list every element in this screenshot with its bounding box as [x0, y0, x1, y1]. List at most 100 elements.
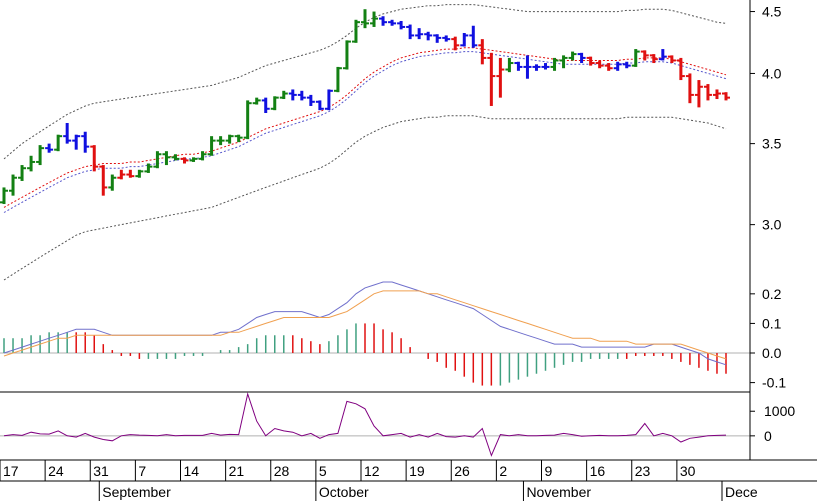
- day-tick-label: 7: [138, 463, 146, 479]
- macd-tick-label: 0.2: [762, 286, 782, 302]
- ohlc-bar: [189, 157, 198, 162]
- ohlc-bar: [63, 123, 72, 144]
- ohlc-bar: [252, 97, 261, 105]
- ohlc-bar: [261, 97, 270, 113]
- ohlc-bar: [613, 61, 622, 71]
- ohlc-bar: [153, 151, 162, 169]
- ohlc-bar: [433, 34, 442, 43]
- ohlc-bar: [685, 73, 694, 104]
- price-panel[interactable]: 3.0 3.5 4.0 4.5: [0, 4, 782, 281]
- ohlc-bar: [451, 36, 460, 51]
- macd-lines: [3, 281, 727, 366]
- ohlc-bar: [72, 134, 81, 150]
- ohlc-bar: [487, 52, 496, 106]
- ohlc-bar: [351, 19, 360, 43]
- ohlc-bar: [406, 24, 415, 40]
- lower-band-line: [3, 115, 727, 281]
- day-tick-label: 28: [274, 463, 290, 479]
- ohlc-bar: [180, 157, 189, 164]
- price-axis: 3.0 3.5 4.0 4.5: [750, 4, 782, 233]
- price-tick-label: 4.0: [762, 65, 782, 81]
- ohlc-bar: [117, 169, 126, 180]
- ohlc-bar: [604, 63, 613, 71]
- ohlc-bar: [631, 49, 640, 67]
- ohlc-bar: [541, 63, 550, 70]
- ohlc-bar: [81, 131, 90, 153]
- day-tick-label: 30: [680, 463, 696, 479]
- ohlc-bar: [216, 136, 225, 146]
- ohlc-bar: [9, 174, 18, 196]
- day-tick-label: 14: [184, 463, 200, 479]
- day-tick-label: 26: [454, 463, 470, 479]
- day-tick-label: 21: [229, 463, 245, 479]
- ohlc-bar: [379, 16, 388, 26]
- month-tick-label: October: [319, 484, 369, 500]
- ohlc-bar: [586, 56, 595, 66]
- ohlc-bars: [0, 9, 730, 205]
- ohlc-bar: [297, 90, 306, 101]
- ohlc-bar: [496, 57, 505, 98]
- ohlc-bar: [279, 90, 288, 100]
- price-tick-label: 3.0: [762, 217, 782, 233]
- ohlc-bar: [54, 134, 63, 152]
- day-tick-label: 31: [93, 463, 109, 479]
- ohlc-bar: [108, 174, 117, 191]
- volume-tick-label: 1000: [764, 403, 795, 419]
- month-tick-label: November: [526, 484, 591, 500]
- band-lines: [3, 4, 727, 281]
- volume-oscillator-panel[interactable]: 1000 0: [0, 392, 795, 457]
- macd-panel[interactable]: 0.2 0.1 0.0 -0.1: [0, 281, 786, 391]
- ohlc-bar: [667, 55, 676, 64]
- volume-axis: 1000 0: [750, 403, 795, 444]
- time-axis: 17 24 31 7 14 21 28 5 12 19 26 2 9 16 23 30 September Oct…: [0, 460, 758, 501]
- day-tick-label: 19: [409, 463, 425, 479]
- ohlc-bar: [370, 11, 379, 27]
- day-tick-label: 9: [545, 463, 553, 479]
- ohlc-bar: [388, 19, 397, 26]
- ohlc-bar: [523, 55, 532, 79]
- ohlc-bar: [324, 89, 333, 111]
- ohlc-bar: [361, 9, 369, 29]
- ohlc-bar: [640, 50, 649, 61]
- ohlc-bar: [198, 151, 207, 161]
- day-tick-label: 5: [319, 463, 327, 479]
- macd-tick-label: -0.1: [762, 375, 786, 391]
- macd-tick-label: 0.0: [762, 345, 782, 361]
- ohlc-bar: [595, 60, 604, 69]
- day-tick-label: 23: [635, 463, 651, 479]
- month-tick-label: Dece: [725, 484, 758, 500]
- ohlc-bar: [415, 28, 424, 40]
- day-tick-label: 2: [499, 463, 507, 479]
- ohlc-bar: [171, 154, 180, 161]
- ohlc-bar: [676, 57, 685, 81]
- ohlc-bar: [243, 100, 252, 140]
- ohlc-bar: [333, 66, 342, 93]
- ohlc-bar: [550, 57, 559, 71]
- ohlc-bar: [99, 165, 108, 196]
- ohlc-bar: [135, 169, 144, 178]
- ohlc-bar: [234, 134, 243, 143]
- day-tick-label: 17: [3, 463, 19, 479]
- ohlc-bar: [207, 136, 216, 156]
- day-tick-label: 16: [590, 463, 606, 479]
- macd-tick-label: 0.1: [762, 315, 782, 331]
- macd-axis: 0.2 0.1 0.0 -0.1: [750, 286, 786, 391]
- ohlc-bar: [45, 143, 54, 153]
- ohlc-bar: [469, 25, 478, 48]
- ohlc-bar: [36, 145, 45, 166]
- ohlc-bar: [568, 51, 577, 61]
- ohlc-bar: [532, 64, 541, 71]
- ohlc-bar: [514, 61, 523, 71]
- macd-histogram: [3, 323, 727, 386]
- ohlc-bar: [442, 35, 451, 42]
- ohlc-bar: [460, 33, 469, 47]
- ohlc-bar: [306, 94, 315, 106]
- month-tick-label: September: [102, 484, 171, 500]
- ohlc-bar: [315, 100, 324, 111]
- price-tick-label: 3.5: [762, 136, 782, 152]
- ohlc-bar: [342, 40, 351, 70]
- ohlc-bar: [559, 55, 568, 69]
- ohlc-bar: [478, 39, 487, 65]
- volume-oscillator-line: [3, 392, 727, 457]
